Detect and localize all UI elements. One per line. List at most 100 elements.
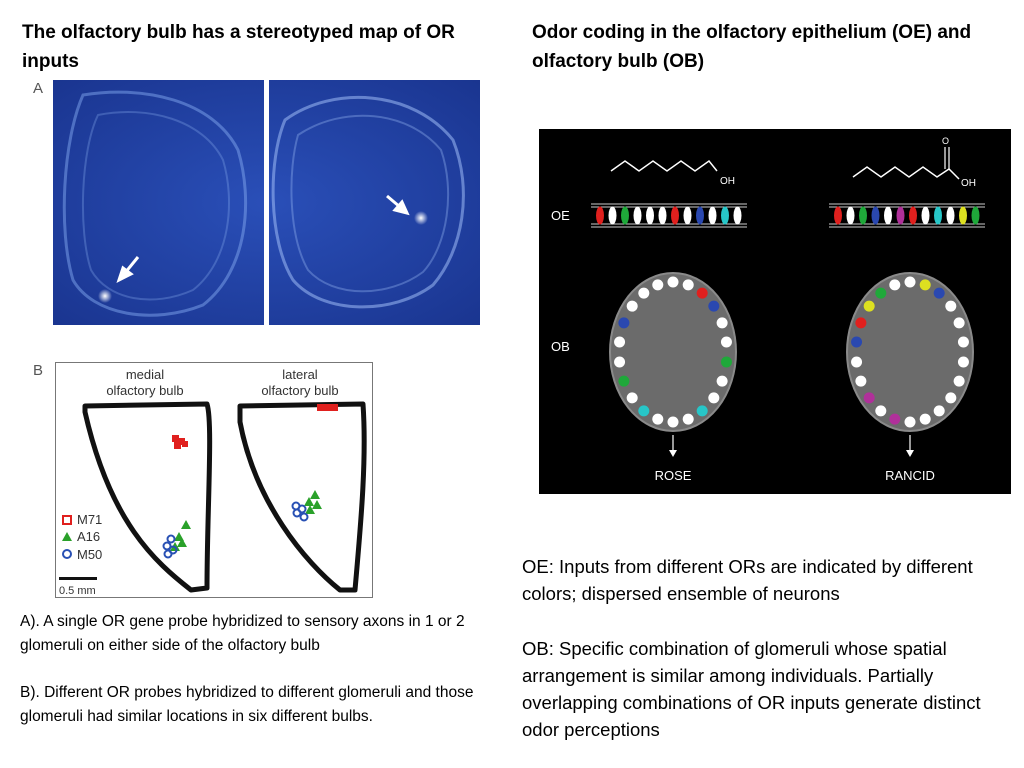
molecule-right-group-o: O — [942, 136, 949, 146]
oe-neuron — [946, 206, 955, 225]
right-title: Odor coding in the olfactory epithelium … — [532, 22, 972, 72]
lateral-label-line2: olfactory bulb — [261, 383, 338, 398]
legend-label-m50: M50 — [77, 547, 102, 562]
glomerulus — [875, 287, 887, 299]
glomerulus — [945, 300, 957, 312]
odor-coding-figure: OH O OH OE OB ROSE RANCID — [539, 129, 1011, 494]
oe-neuron — [683, 206, 692, 225]
glomerulus — [863, 392, 875, 404]
oe-neuron — [671, 206, 679, 225]
oe-neuron — [696, 206, 704, 225]
oe-neuron — [708, 206, 717, 225]
oe-neuron — [971, 206, 980, 225]
legend-label-a16: A16 — [77, 529, 100, 544]
glomerulus — [626, 392, 638, 404]
panel-a-label: A — [33, 80, 44, 97]
oe-neuron — [859, 206, 867, 225]
panel-a-divider — [264, 80, 269, 325]
panel-b-map: medial olfactory bulb lateral olfactory … — [55, 362, 373, 598]
glomerulus — [863, 300, 875, 312]
arrow-down-icon — [906, 435, 914, 457]
glomerulus — [720, 356, 732, 368]
ob-bulb-left — [609, 272, 737, 432]
glomerulus — [708, 300, 720, 312]
oe-strip-left — [591, 203, 747, 228]
oe-neuron — [921, 206, 930, 225]
right-bulb-section — [271, 96, 465, 309]
m50-cluster-medial — [162, 534, 178, 559]
oe-neuron — [934, 206, 942, 225]
glomerulus — [851, 356, 863, 368]
molecule-left-group: OH — [720, 176, 735, 187]
lateral-label-line1: lateral — [282, 367, 318, 382]
octanoic-acid-molecule — [852, 166, 960, 180]
oe-neuron — [959, 206, 967, 225]
oe-neuron — [871, 206, 880, 225]
glomerulus — [933, 287, 945, 299]
m50-cluster-lateral — [291, 501, 309, 522]
glomerulus — [667, 276, 679, 288]
legend: M71 A16 M50 — [62, 512, 102, 562]
glomerulus-spot — [414, 211, 428, 225]
glomerulus — [953, 375, 965, 387]
medial-bulb-outline — [82, 401, 213, 593]
m71-cluster-lateral — [317, 404, 338, 411]
note-ob: OB: Specific combination of glomeruli wh… — [522, 638, 981, 740]
glomerulus — [875, 405, 887, 417]
glomerulus — [682, 413, 694, 425]
note-oe: OE: Inputs from different ORs are indica… — [522, 556, 973, 604]
glomerulus — [667, 416, 679, 428]
oe-neurons-right — [834, 206, 980, 225]
oe-neuron — [633, 206, 642, 225]
glomerulus — [889, 279, 901, 291]
arrow-icon — [386, 194, 410, 216]
odor-right-label: RANCID — [885, 468, 935, 483]
glomerulus — [696, 405, 708, 417]
oe-neuron — [596, 206, 604, 225]
left-title: The olfactory bulb has a stereotyped map… — [22, 22, 455, 72]
oe-neuron — [621, 206, 629, 225]
scale-bar-label: 0.5 mm — [59, 585, 96, 597]
glomerulus — [904, 416, 916, 428]
ob-bulb-right — [846, 272, 974, 432]
oe-neuron — [884, 206, 892, 225]
glomerulus-spot — [98, 289, 112, 303]
glomerulus — [614, 336, 626, 348]
glomerulus — [682, 279, 694, 291]
caption-b: B). Different OR probes hybridized to di… — [20, 684, 474, 725]
glomerulus — [855, 375, 867, 387]
glomerulus — [652, 279, 664, 291]
glomerulus — [953, 317, 965, 329]
oe-neuron — [721, 206, 729, 225]
oe-neuron — [733, 206, 742, 225]
panel-a-micrograph — [53, 80, 480, 325]
glomerulus — [855, 317, 867, 329]
glomerulus — [919, 413, 931, 425]
ob-label: OB — [551, 339, 570, 354]
glomerulus — [904, 276, 916, 288]
oe-neuron — [608, 206, 617, 225]
glomerulus — [919, 279, 931, 291]
octanol-molecule — [610, 159, 718, 172]
glomerulus — [716, 317, 728, 329]
glomerulus — [889, 413, 901, 425]
legend-label-m71: M71 — [77, 512, 102, 527]
oe-label: OE — [551, 208, 570, 223]
ob-glomeruli-right — [851, 276, 969, 428]
molecule-right-group-oh: OH — [961, 178, 976, 189]
glomerulus — [851, 336, 863, 348]
left-bulb-section — [62, 90, 248, 317]
glomerulus — [626, 300, 638, 312]
m71-cluster-medial — [172, 435, 188, 449]
oe-neuron — [909, 206, 917, 225]
glomerulus — [638, 405, 650, 417]
panel-b-label: B — [33, 362, 44, 379]
medial-label-line1: medial — [126, 367, 164, 382]
legend-marker-m71 — [62, 515, 72, 525]
lateral-bulb-outline — [237, 401, 367, 593]
a16-cluster-lateral — [304, 490, 322, 514]
oe-strip-right — [829, 203, 985, 228]
glomerulus — [933, 405, 945, 417]
arrow-icon — [116, 256, 140, 283]
scale-bar — [59, 577, 97, 580]
